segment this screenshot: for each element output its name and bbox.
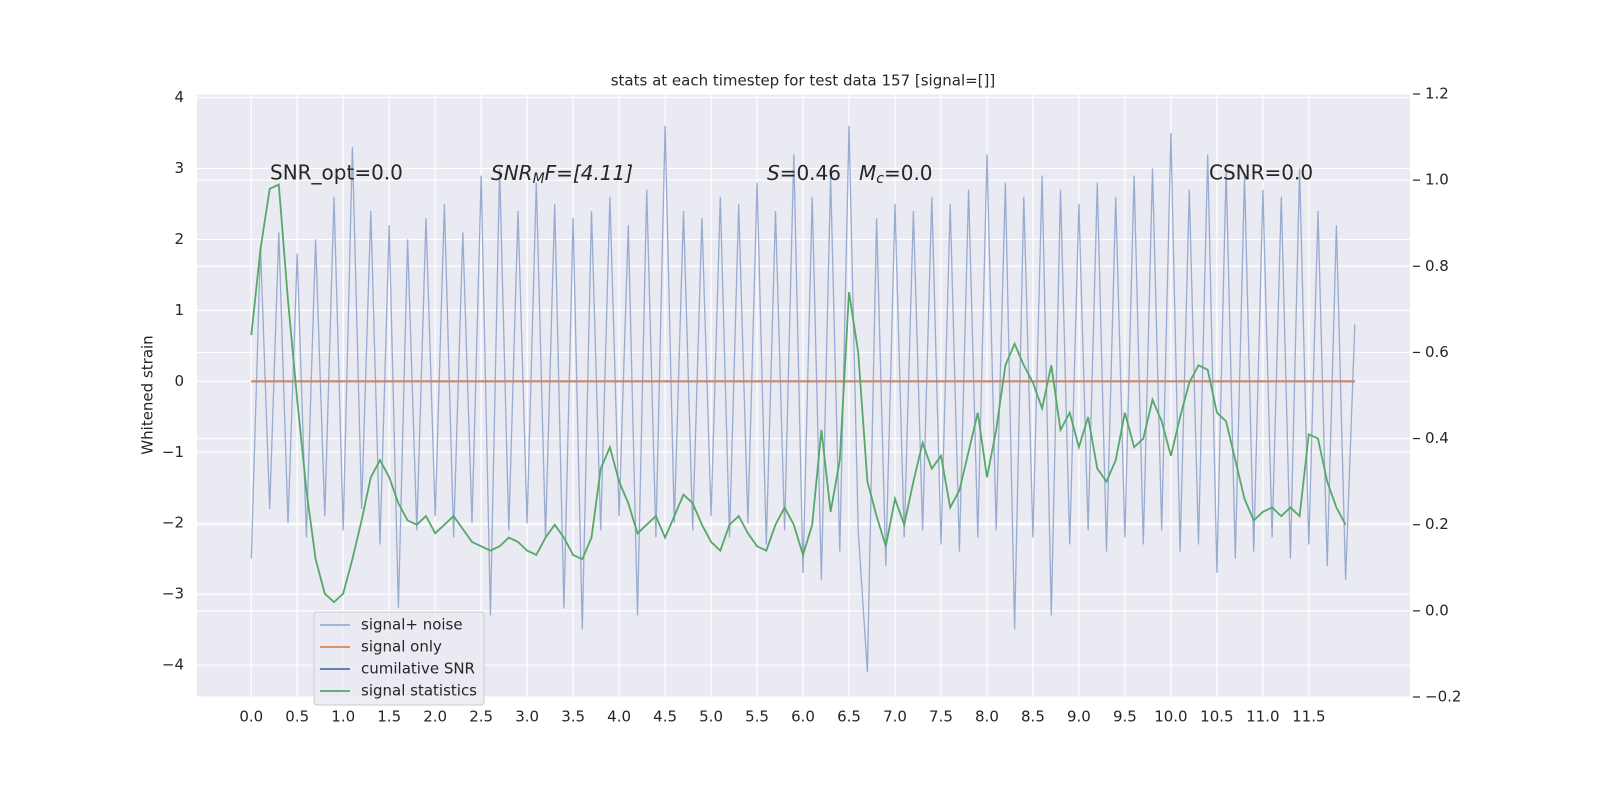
x-tick-label: 3.0 xyxy=(515,708,539,726)
y-tick-label: 3 xyxy=(174,159,184,177)
annotation: CSNR=0.0 xyxy=(1209,161,1313,185)
x-tick-label: 7.0 xyxy=(883,708,907,726)
legend-label: signal+ noise xyxy=(361,616,463,634)
legend-label: signal only xyxy=(361,638,442,656)
y-tick-label: 4 xyxy=(174,88,184,106)
grid xyxy=(197,93,1410,698)
legend-box xyxy=(313,611,485,706)
y2-tick-label: 1.2 xyxy=(1425,85,1449,103)
x-tick-label: 7.5 xyxy=(929,708,953,726)
annotation: SNRMF=[4.11] xyxy=(491,161,633,188)
y2-tick-label: −0.2 xyxy=(1425,688,1461,706)
x-tick-label: 9.5 xyxy=(1113,708,1137,726)
y-tick-label: −1 xyxy=(162,443,184,461)
x-tick-label: 5.5 xyxy=(745,708,769,726)
x-tick-label: 3.5 xyxy=(561,708,585,726)
legend-label: signal statistics xyxy=(361,682,477,700)
x-tick-label: 4.0 xyxy=(607,708,631,726)
x-tick-label: 1.0 xyxy=(331,708,355,726)
annotation: SNR_opt=0.0 xyxy=(270,161,403,185)
y2-tick-label: 0.2 xyxy=(1425,515,1449,533)
y-tick-label: 2 xyxy=(174,230,184,248)
y-tick-label: 1 xyxy=(174,301,184,319)
x-tick-label: 8.0 xyxy=(975,708,999,726)
y-axis-label: Whitened strain xyxy=(139,335,157,454)
x-tick-label: 10.0 xyxy=(1154,708,1187,726)
x-tick-label: 10.5 xyxy=(1200,708,1233,726)
annotation: Mc=0.0 xyxy=(859,161,933,188)
annotation-part: S xyxy=(767,161,780,185)
y2-tick-label: 0.6 xyxy=(1425,343,1449,361)
x-tick-label: 2.0 xyxy=(423,708,447,726)
x-tick-label: 9.0 xyxy=(1067,708,1091,726)
annotation-part: =0.46 xyxy=(780,161,841,185)
y-tick-label: −2 xyxy=(162,514,184,532)
annotation-part: M xyxy=(859,161,876,185)
y2-tick-label: 0.8 xyxy=(1425,257,1449,275)
x-tick-label: 11.0 xyxy=(1246,708,1279,726)
marks xyxy=(250,125,1356,673)
y-tick-label: −3 xyxy=(162,585,184,603)
labels: 0.0 0.5 1.0 1.5 2.0 2.5 3.0 3.5 4.0 4.5 5.0 5.5 6.0 6… xyxy=(162,85,1462,726)
y-tick-label: −4 xyxy=(162,656,184,674)
x-tick-label: 6.0 xyxy=(791,708,815,726)
x-tick-label: 4.5 xyxy=(653,708,677,726)
chart-title: stats at each timestep for test data 157… xyxy=(611,72,996,90)
y-tick-label: 0 xyxy=(174,372,184,390)
x-tick-label: 5.0 xyxy=(699,708,723,726)
x-tick-label: 0.5 xyxy=(285,708,309,726)
legend: signal+ noise signal only cumilative SNR si… xyxy=(313,611,485,706)
x-tick-label: 11.5 xyxy=(1292,708,1325,726)
y2-tick-label: 0.4 xyxy=(1425,429,1449,447)
series-line xyxy=(250,183,1347,604)
x-tick-label: 8.5 xyxy=(1021,708,1045,726)
x-tick-label: 1.5 xyxy=(377,708,401,726)
annotation: S=0.46 xyxy=(767,161,841,185)
annotation-sub: M xyxy=(533,171,545,187)
annotation-part: SNR xyxy=(491,161,533,185)
annotation-part: =0.0 xyxy=(884,161,933,185)
legend-label: cumilative SNR xyxy=(361,660,475,678)
annotation-sub: c xyxy=(876,171,884,187)
y2-tick-label: 1.0 xyxy=(1425,171,1449,189)
x-tick-label: 6.5 xyxy=(837,708,861,726)
x-tick-label: 2.5 xyxy=(469,708,493,726)
annotation-part: F=[4.11] xyxy=(545,161,633,185)
series-line xyxy=(250,125,1356,673)
y2-tick-label: 0.0 xyxy=(1425,601,1449,619)
x-tick-label: 0.0 xyxy=(239,708,263,726)
